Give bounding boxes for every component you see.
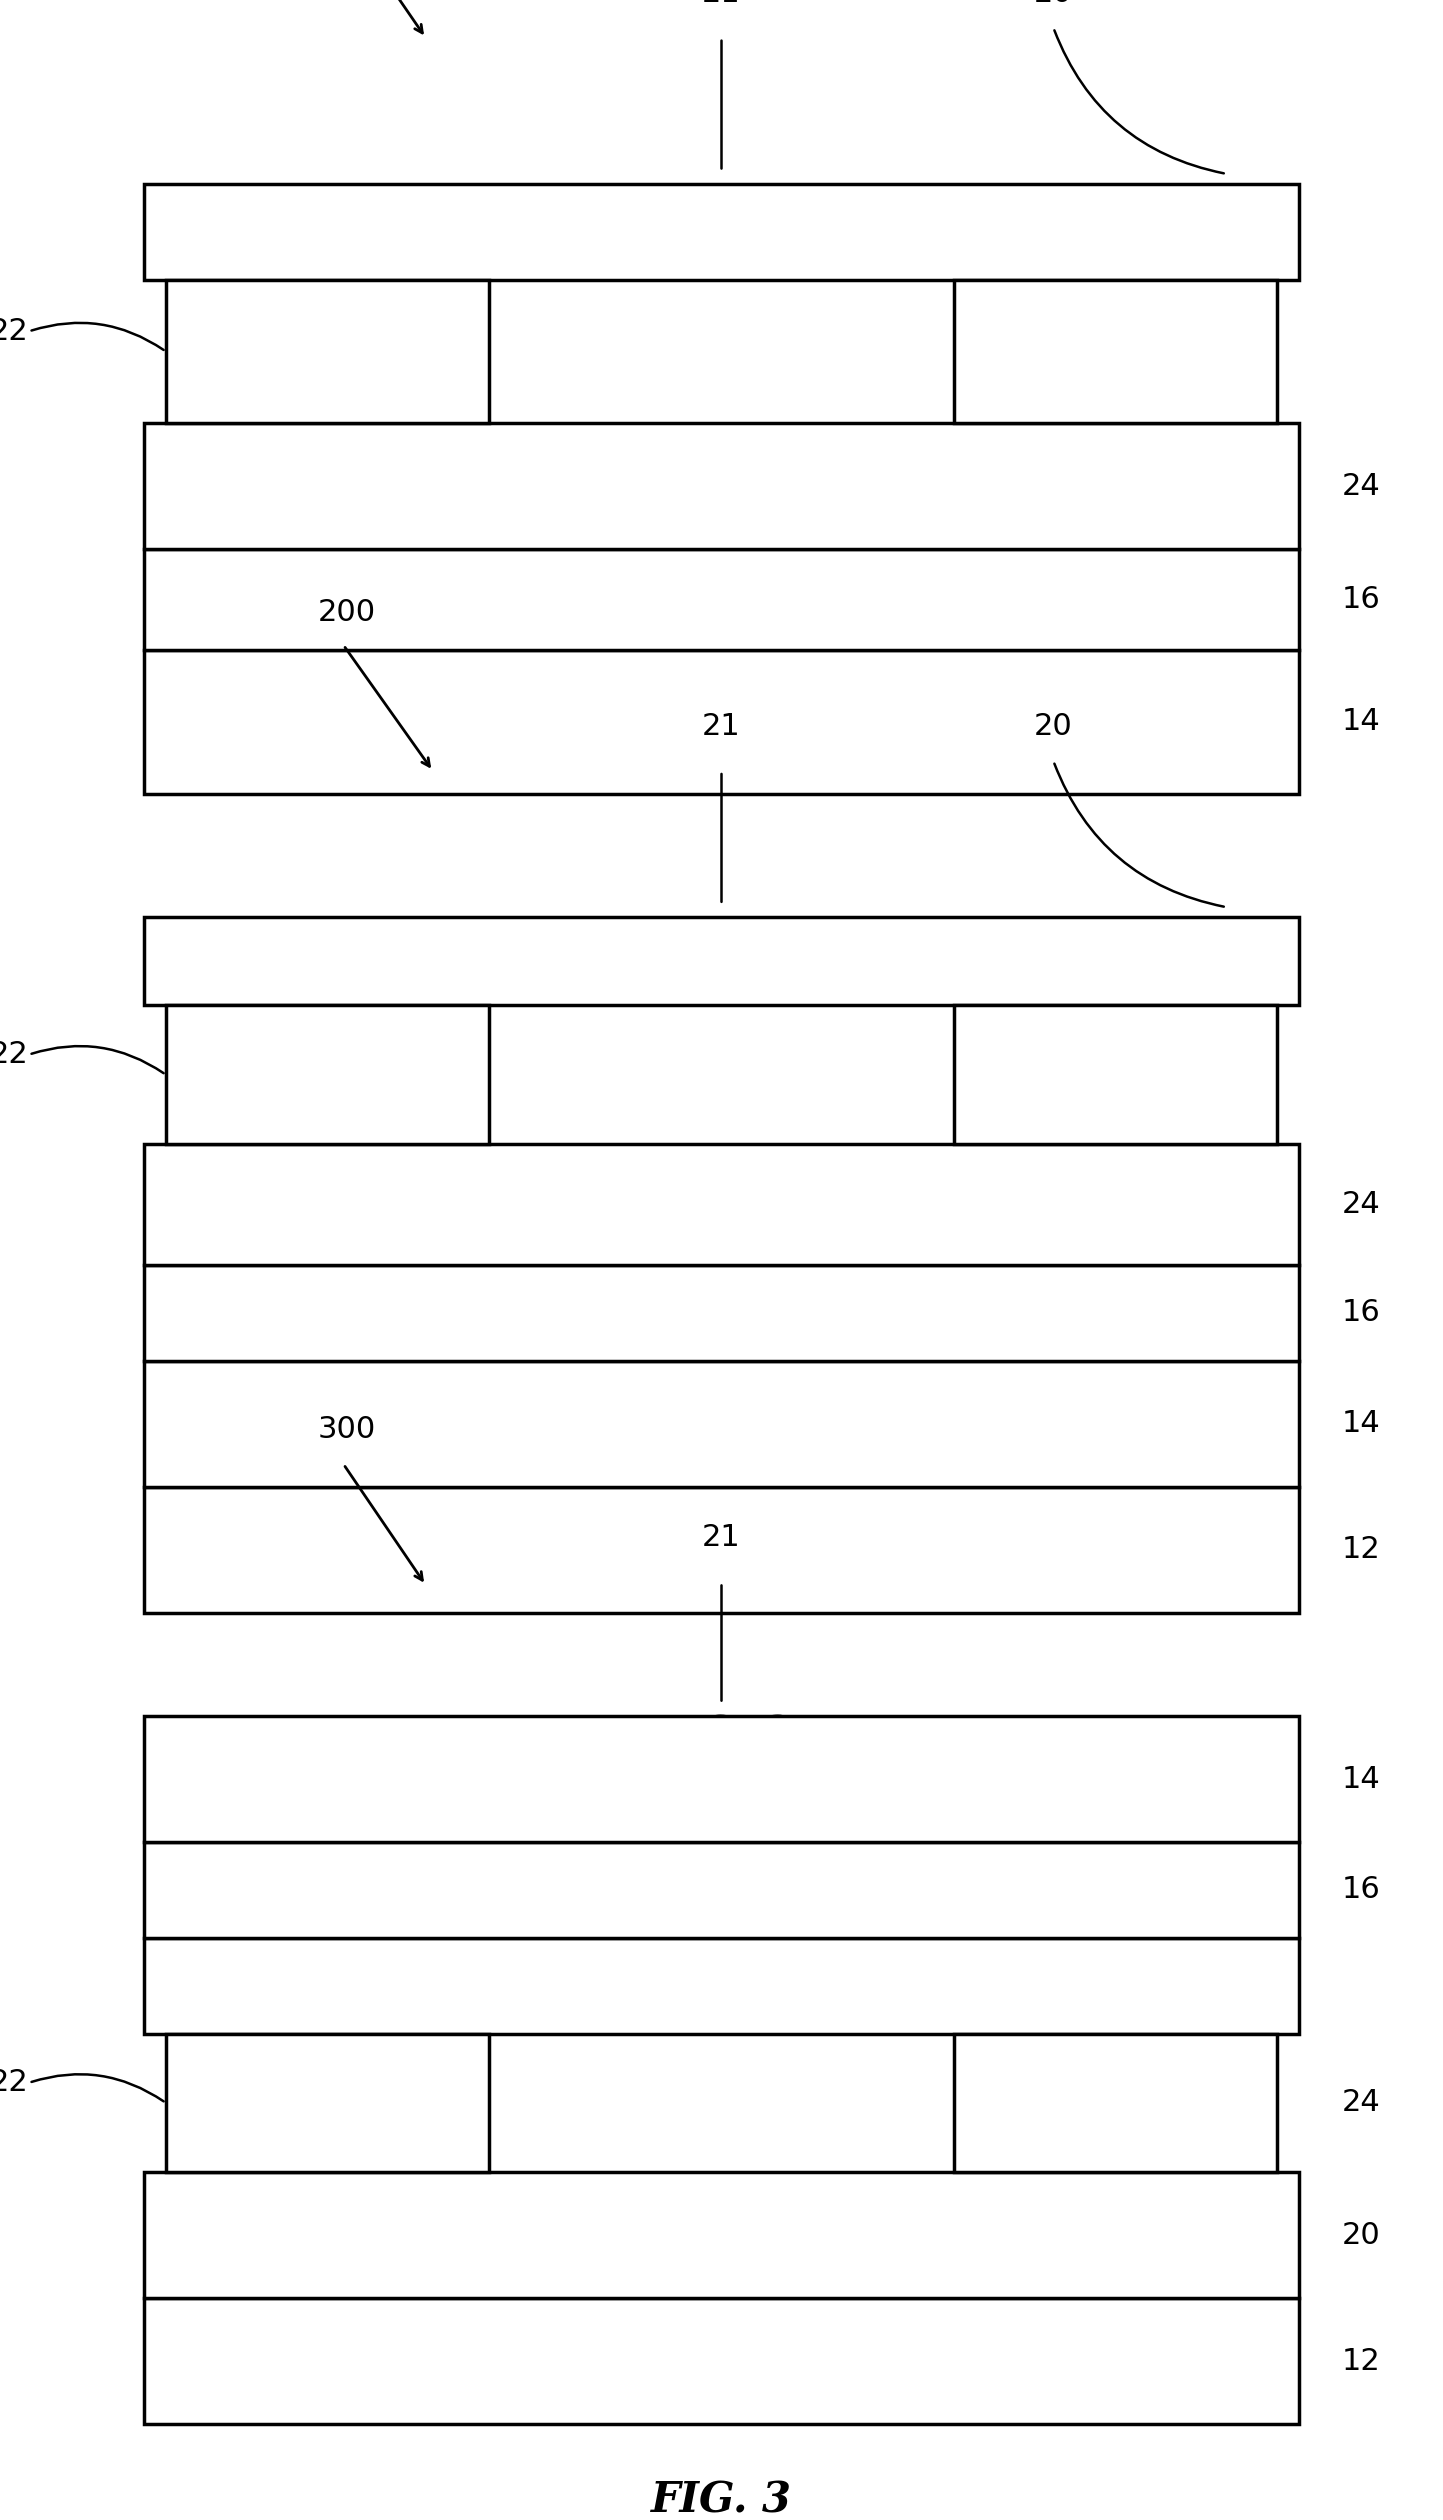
Text: 14: 14 (1342, 1764, 1381, 1794)
Text: 21: 21 (703, 1522, 740, 1552)
Bar (144, 2298, 1299, 2424)
Text: 24: 24 (1342, 471, 1381, 501)
Text: 16: 16 (1342, 1875, 1381, 1905)
Text: 22: 22 (0, 1041, 29, 1068)
Bar (144, 650, 1299, 794)
Text: 21: 21 (703, 0, 740, 8)
Bar (144, 2172, 1299, 2298)
Bar (144, 1716, 1299, 1842)
Bar (166, 280, 489, 423)
Bar (144, 1144, 1299, 1265)
Text: 21: 21 (703, 711, 740, 741)
Text: 22: 22 (0, 318, 29, 345)
Text: FIG. 2: FIG. 2 (651, 1714, 792, 1756)
Bar (144, 1265, 1299, 1361)
Text: FIG. 3: FIG. 3 (651, 2480, 792, 2520)
Text: 20: 20 (1342, 2220, 1381, 2250)
Bar (144, 184, 1299, 280)
Bar (144, 1938, 1299, 2034)
Text: 24: 24 (1342, 2089, 1381, 2117)
Text: 20: 20 (1035, 711, 1072, 741)
Bar (166, 1005, 489, 1144)
Text: 22: 22 (0, 2069, 29, 2097)
Text: 14: 14 (1342, 1409, 1381, 1439)
Bar (144, 1842, 1299, 1938)
Bar (144, 549, 1299, 650)
Bar (144, 917, 1299, 1005)
Text: 16: 16 (1342, 585, 1381, 615)
Bar (144, 423, 1299, 549)
Text: 12: 12 (1342, 2346, 1381, 2376)
Bar (166, 2034, 489, 2172)
Text: 300: 300 (317, 1414, 375, 1444)
Text: 14: 14 (1342, 708, 1381, 736)
Text: 20: 20 (1035, 0, 1072, 8)
Text: FIG. 1: FIG. 1 (651, 915, 792, 958)
Bar (144, 1487, 1299, 1613)
Bar (954, 1005, 1277, 1144)
Bar (954, 2034, 1277, 2172)
Text: 24: 24 (1342, 1189, 1381, 1220)
Text: 200: 200 (317, 597, 375, 627)
Text: 16: 16 (1342, 1298, 1381, 1328)
Text: 12: 12 (1342, 1535, 1381, 1565)
Bar (954, 280, 1277, 423)
Bar (144, 1361, 1299, 1487)
